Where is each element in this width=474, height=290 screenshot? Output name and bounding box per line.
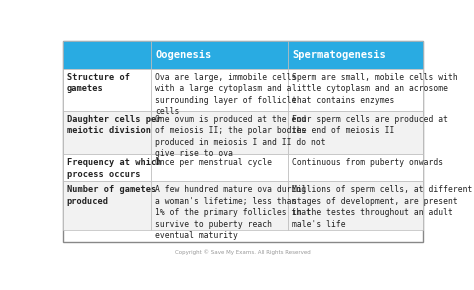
Bar bbox=[151, 181, 288, 231]
Bar bbox=[288, 69, 423, 111]
Text: Number of gametes
produced: Number of gametes produced bbox=[66, 185, 156, 206]
Bar bbox=[151, 41, 288, 69]
Bar bbox=[63, 154, 151, 181]
Text: A few hundred mature ova during
a woman's lifetime; less than
1% of the primary : A few hundred mature ova during a woman'… bbox=[155, 185, 311, 240]
Bar bbox=[288, 181, 423, 231]
Text: Millions of sperm cells, at different
stages of development, are present
in the : Millions of sperm cells, at different st… bbox=[292, 185, 472, 229]
Text: One ovum is produced at the end
of meiosis II; the polar bodies
produced in meio: One ovum is produced at the end of meios… bbox=[155, 115, 326, 158]
Bar bbox=[63, 111, 151, 154]
Text: Four sperm cells are produced at
the end of meiosis II: Four sperm cells are produced at the end… bbox=[292, 115, 447, 135]
Bar bbox=[288, 41, 423, 69]
Text: Sperm are small, mobile cells with
little cytoplasm and an acrosome
that contain: Sperm are small, mobile cells with littl… bbox=[292, 73, 457, 105]
Text: Ova are large, immobile cells
with a large cytoplasm and a
surrounding layer of : Ova are large, immobile cells with a lar… bbox=[155, 73, 296, 116]
Bar bbox=[63, 181, 151, 231]
Bar bbox=[151, 154, 288, 181]
Bar bbox=[288, 154, 423, 181]
Text: Oogenesis: Oogenesis bbox=[156, 50, 212, 60]
Text: Once per menstrual cycle: Once per menstrual cycle bbox=[155, 158, 272, 167]
Bar bbox=[151, 111, 288, 154]
Text: Copyright © Save My Exams. All Rights Reserved: Copyright © Save My Exams. All Rights Re… bbox=[175, 249, 311, 255]
Text: Daughter cells per
meiotic division: Daughter cells per meiotic division bbox=[66, 115, 161, 135]
Text: Frequency at which
process occurs: Frequency at which process occurs bbox=[66, 158, 161, 179]
Bar bbox=[63, 69, 151, 111]
Bar bbox=[288, 111, 423, 154]
Text: Structure of
gametes: Structure of gametes bbox=[66, 73, 129, 93]
Bar bbox=[151, 69, 288, 111]
Text: Continuous from puberty onwards: Continuous from puberty onwards bbox=[292, 158, 443, 167]
Bar bbox=[63, 41, 423, 242]
Bar bbox=[63, 41, 151, 69]
Text: Spermatogenesis: Spermatogenesis bbox=[293, 50, 386, 60]
